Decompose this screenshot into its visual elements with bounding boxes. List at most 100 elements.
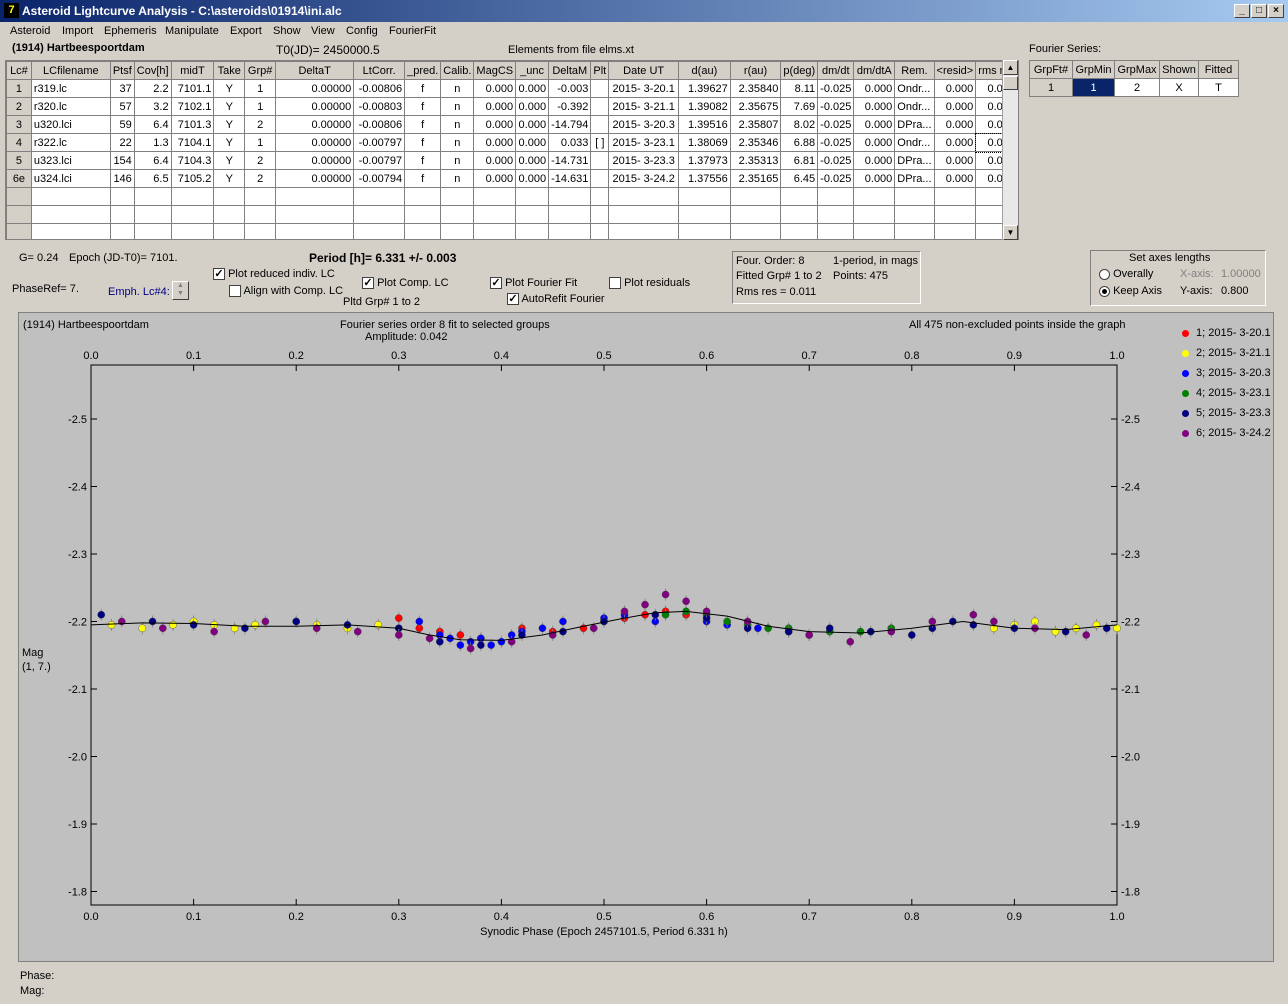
table-col-header[interactable]: MagCS xyxy=(473,61,517,80)
table-cell[interactable]: 2.35840 xyxy=(729,79,782,98)
table-cell[interactable]: 2015- 3-21.1 xyxy=(608,97,680,116)
table-col-header[interactable]: d(au) xyxy=(678,61,731,80)
table-cell[interactable] xyxy=(353,223,406,239)
table-cell[interactable] xyxy=(473,205,517,224)
table-cell[interactable]: 0.00000 xyxy=(275,151,355,170)
plot-reduced-checkbox[interactable]: ✓ Plot reduced indiv. LC xyxy=(213,268,335,281)
table-cell[interactable]: 0.000 xyxy=(853,79,896,98)
table-cell[interactable]: 2.35675 xyxy=(729,97,782,116)
table-cell[interactable]: 154 xyxy=(109,151,135,170)
table-cell[interactable]: 7.69 xyxy=(780,97,819,116)
table-cell[interactable] xyxy=(404,223,442,239)
table-cell[interactable]: 0.000 xyxy=(473,151,517,170)
menu-show[interactable]: Show xyxy=(273,25,301,37)
table-cell[interactable] xyxy=(213,187,246,206)
table-cell[interactable] xyxy=(590,151,610,170)
plot-comp-check-icon[interactable]: ✓ xyxy=(362,277,374,290)
table-cell[interactable]: 22 xyxy=(109,133,135,152)
table-cell[interactable] xyxy=(894,205,935,224)
table-cell[interactable] xyxy=(590,79,610,98)
emph-spinner[interactable]: ▲ ▼ xyxy=(172,281,189,300)
table-cell[interactable]: n xyxy=(440,133,475,152)
menu-manipulate[interactable]: Manipulate xyxy=(165,25,219,37)
fs-col-header[interactable]: GrpFt# xyxy=(1029,60,1073,79)
lightcurve-chart[interactable]: 0.0 0.0 0.1 0.1 0.2 0.2 0.3 0.3 0.4 0.4 0.5 0.5 0.6 0… xyxy=(19,313,1159,961)
table-cell[interactable] xyxy=(213,223,246,239)
table-cell[interactable]: f xyxy=(404,133,442,152)
table-col-header[interactable]: Grp# xyxy=(244,61,277,80)
table-cell[interactable]: 0.000 xyxy=(515,151,550,170)
menu-ephemeris[interactable]: Ephemeris xyxy=(104,25,157,37)
plot-fourier-checkbox[interactable]: ✓ Plot Fourier Fit xyxy=(490,277,577,290)
table-cell[interactable] xyxy=(678,187,731,206)
table-cell[interactable] xyxy=(548,223,592,239)
table-cell[interactable]: 7104.1 xyxy=(170,133,215,152)
plot-residuals-check-icon[interactable] xyxy=(609,277,621,290)
table-cell[interactable]: 0.00000 xyxy=(275,97,355,116)
table-cell[interactable]: u320.lci xyxy=(30,115,111,134)
align-comp-checkbox[interactable]: Align with Comp. LC xyxy=(229,285,343,298)
table-cell[interactable] xyxy=(515,223,550,239)
table-cell[interactable]: -0.025 xyxy=(817,115,855,134)
table-col-header[interactable]: Plt xyxy=(590,61,610,80)
table-cell[interactable]: 2015- 3-20.1 xyxy=(608,79,680,98)
table-cell[interactable]: r322.lc xyxy=(30,133,111,152)
table-cell[interactable] xyxy=(244,205,277,224)
table-row-empty[interactable] xyxy=(6,187,1018,206)
minimize-button[interactable]: _ xyxy=(1234,4,1250,18)
table-cell[interactable]: 59 xyxy=(109,115,135,134)
keep-axis-radio[interactable]: Keep Axis xyxy=(1099,285,1162,297)
table-cell[interactable]: -0.00803 xyxy=(353,97,406,116)
fs-cell[interactable]: T xyxy=(1198,78,1239,97)
table-cell[interactable] xyxy=(729,187,782,206)
table-cell[interactable]: 0.000 xyxy=(853,97,896,116)
table-col-header[interactable]: Date UT xyxy=(608,61,680,80)
table-cell[interactable] xyxy=(133,187,172,206)
table-cell[interactable]: 7105.2 xyxy=(170,169,215,188)
table-cell[interactable] xyxy=(109,223,135,239)
table-row[interactable]: 2 r320.lc 57 3.2 7102.1 Y 1 0.00000 -0.00803 f n 0.… xyxy=(6,97,1018,116)
table-cell[interactable]: -0.025 xyxy=(817,79,855,98)
fs-col-header[interactable]: Fitted xyxy=(1198,60,1239,79)
table-col-header[interactable]: dm/dtA xyxy=(853,61,896,80)
table-cell[interactable]: 8.11 xyxy=(780,79,819,98)
table-col-header[interactable]: Take xyxy=(213,61,246,80)
table-cell[interactable]: 6.81 xyxy=(780,151,819,170)
table-cell[interactable] xyxy=(590,205,610,224)
table-cell[interactable]: -0.00797 xyxy=(353,133,406,152)
lightcurve-table[interactable]: Lc# LCfilename Ptsf Cov[h] midT Take Grp# Delta… xyxy=(6,61,1018,239)
table-cell[interactable] xyxy=(590,115,610,134)
align-comp-check-icon[interactable] xyxy=(229,285,241,298)
table-cell[interactable]: DPra... xyxy=(894,151,935,170)
table-cell[interactable] xyxy=(853,223,896,239)
table-cell[interactable]: 2.2 xyxy=(133,79,172,98)
table-cell[interactable]: 0.000 xyxy=(473,97,517,116)
table-cell[interactable] xyxy=(933,187,977,206)
table-cell[interactable] xyxy=(590,223,610,239)
table-col-header[interactable]: DeltaT xyxy=(275,61,355,80)
table-cell[interactable] xyxy=(608,187,680,206)
table-cell[interactable]: 1 xyxy=(244,97,277,116)
autorefit-check-icon[interactable]: ✓ xyxy=(507,293,519,306)
table-cell[interactable]: 1 xyxy=(6,79,32,98)
table-cell[interactable]: 0.000 xyxy=(515,115,550,134)
table-cell[interactable] xyxy=(213,205,246,224)
table-row[interactable]: 5 u323.lci 154 6.4 7104.3 Y 2 0.00000 -0.00797 f n… xyxy=(6,151,1018,170)
table-cell[interactable] xyxy=(678,223,731,239)
close-button[interactable]: × xyxy=(1268,4,1284,18)
table-row-empty[interactable] xyxy=(6,223,1018,239)
table-cell[interactable]: 0.00000 xyxy=(275,169,355,188)
table-cell[interactable]: 2015- 3-23.3 xyxy=(608,151,680,170)
table-row[interactable]: 4 r322.lc 22 1.3 7104.1 Y 1 0.00000 -0.00797 f n 0.… xyxy=(6,132,1018,153)
table-cell[interactable] xyxy=(473,187,517,206)
table-cell[interactable]: Y xyxy=(213,79,246,98)
table-cell[interactable] xyxy=(894,187,935,206)
scroll-down-arrow-icon[interactable]: ▼ xyxy=(1003,225,1018,240)
table-cell[interactable] xyxy=(275,205,355,224)
table-cell[interactable]: 2 xyxy=(244,115,277,134)
table-cell[interactable] xyxy=(6,187,32,206)
table-cell[interactable]: 37 xyxy=(109,79,135,98)
table-cell[interactable]: 0.000 xyxy=(515,97,550,116)
fs-row[interactable]: 1 1 2 X T xyxy=(1029,78,1239,97)
table-cell[interactable]: -14.794 xyxy=(548,115,592,134)
